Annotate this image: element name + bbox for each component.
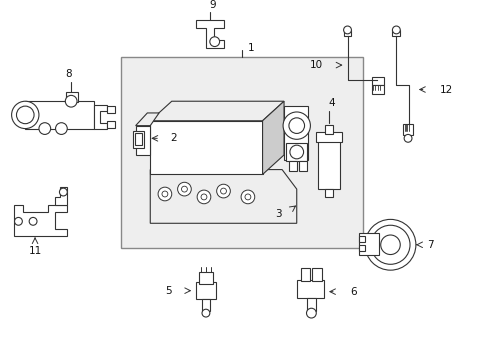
Bar — [312, 268, 322, 281]
Polygon shape — [25, 101, 93, 129]
Text: 5: 5 — [165, 286, 171, 296]
Circle shape — [343, 26, 351, 34]
Polygon shape — [135, 126, 150, 155]
Bar — [107, 106, 115, 113]
Bar — [306, 297, 316, 311]
Text: 3: 3 — [275, 208, 282, 219]
Circle shape — [65, 95, 77, 107]
Bar — [371, 77, 383, 85]
Circle shape — [197, 190, 210, 204]
Circle shape — [12, 101, 39, 129]
Bar — [199, 272, 212, 284]
Polygon shape — [150, 121, 262, 175]
Bar — [371, 85, 383, 94]
Bar — [202, 300, 209, 311]
Circle shape — [201, 194, 206, 200]
Circle shape — [380, 235, 400, 255]
Circle shape — [220, 188, 226, 194]
Text: 8: 8 — [65, 69, 71, 79]
Bar — [359, 233, 378, 255]
Bar — [285, 143, 307, 161]
Polygon shape — [150, 101, 284, 121]
Bar — [132, 131, 144, 148]
Circle shape — [288, 118, 304, 134]
Text: 11: 11 — [28, 246, 41, 256]
Circle shape — [202, 309, 209, 317]
Circle shape — [17, 106, 34, 124]
Bar — [296, 280, 324, 297]
Bar — [325, 125, 332, 134]
Bar — [66, 93, 78, 102]
Circle shape — [15, 217, 22, 225]
Circle shape — [241, 190, 254, 204]
Text: 9: 9 — [209, 0, 216, 10]
Circle shape — [39, 123, 51, 134]
Text: 2: 2 — [169, 133, 176, 143]
Polygon shape — [150, 170, 296, 223]
Circle shape — [403, 134, 411, 142]
Circle shape — [162, 191, 167, 197]
Polygon shape — [93, 105, 107, 129]
Bar — [343, 30, 351, 36]
Circle shape — [392, 26, 400, 34]
Circle shape — [56, 123, 67, 134]
Polygon shape — [262, 101, 284, 175]
Circle shape — [29, 217, 37, 225]
Text: 12: 12 — [439, 85, 452, 95]
Circle shape — [244, 194, 250, 200]
Bar — [284, 106, 308, 160]
Polygon shape — [14, 205, 67, 236]
Text: 4: 4 — [328, 98, 334, 108]
Bar — [107, 121, 115, 127]
Text: 6: 6 — [350, 287, 356, 297]
Bar — [288, 161, 296, 171]
Circle shape — [370, 225, 409, 264]
Bar — [325, 189, 332, 197]
Circle shape — [181, 186, 187, 192]
Bar — [196, 282, 215, 300]
Circle shape — [306, 308, 316, 318]
Bar — [318, 140, 339, 189]
Bar — [300, 268, 310, 281]
Polygon shape — [196, 20, 223, 48]
Circle shape — [216, 184, 230, 198]
Circle shape — [177, 182, 191, 196]
Bar — [392, 30, 400, 36]
Circle shape — [158, 187, 171, 201]
Circle shape — [209, 37, 219, 46]
Circle shape — [365, 219, 415, 270]
Bar — [359, 236, 365, 242]
Polygon shape — [135, 113, 159, 126]
Polygon shape — [55, 187, 67, 205]
Circle shape — [60, 188, 67, 196]
Bar — [121, 57, 363, 248]
Circle shape — [283, 112, 310, 139]
Bar — [316, 132, 341, 142]
Bar — [134, 134, 142, 145]
Text: 1: 1 — [247, 42, 254, 53]
Bar — [298, 161, 306, 171]
Text: 7: 7 — [427, 240, 433, 250]
Circle shape — [289, 145, 303, 159]
Bar — [403, 124, 412, 135]
Bar — [359, 245, 365, 251]
Text: 10: 10 — [309, 60, 323, 70]
